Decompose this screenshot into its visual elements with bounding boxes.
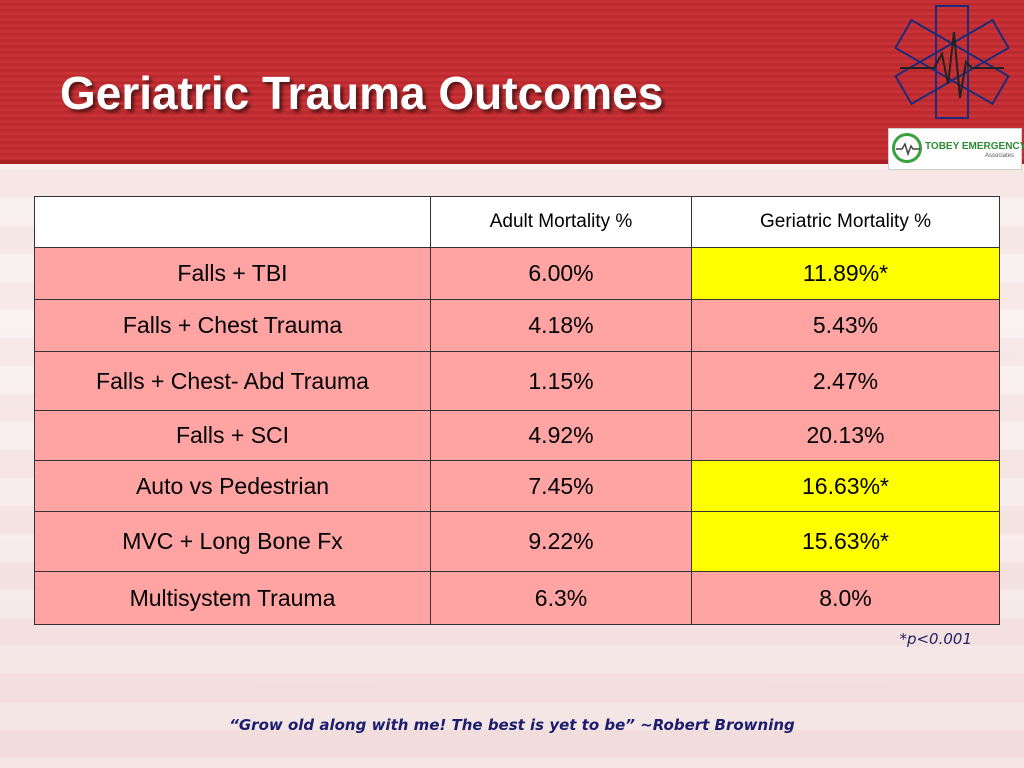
star-of-life-flag-icon — [894, 5, 1010, 119]
table-row: Falls + SCI 4.92% 20.13% — [34, 410, 1000, 461]
geriatric-mortality-cell: 15.63%* — [691, 511, 1000, 572]
adult-mortality-cell: 1.15% — [430, 351, 692, 411]
geriatric-mortality-cell: 8.0% — [691, 571, 1000, 625]
geriatric-mortality-cell: 20.13% — [691, 410, 1000, 461]
row-label: Auto vs Pedestrian — [34, 460, 431, 512]
table-row: Multisystem Trauma 6.3% 8.0% — [34, 571, 1000, 625]
adult-mortality-cell: 9.22% — [430, 511, 692, 572]
table-row: Falls + Chest Trauma 4.18% 5.43% — [34, 299, 1000, 352]
row-label: Falls + Chest Trauma — [34, 299, 431, 352]
table-row: Falls + Chest- Abd Trauma 1.15% 2.47% — [34, 351, 1000, 411]
adult-mortality-cell: 4.92% — [430, 410, 692, 461]
geriatric-mortality-cell: 2.47% — [691, 351, 1000, 411]
adult-mortality-cell: 7.45% — [430, 460, 692, 512]
table-row: Falls + TBI 6.00% 11.89%* — [34, 247, 1000, 300]
table-row: MVC + Long Bone Fx 9.22% 15.63%* — [34, 511, 1000, 572]
logo-text: TOBEY EMERGENCY — [925, 141, 1024, 152]
row-label: Multisystem Trauma — [34, 571, 431, 625]
row-label: Falls + SCI — [34, 410, 431, 461]
slide-title: Geriatric Trauma Outcomes — [60, 67, 664, 119]
browning-quote: “Grow old along with me! The best is yet… — [229, 716, 795, 734]
header-blank-cell — [34, 196, 431, 248]
geriatric-mortality-cell: 5.43% — [691, 299, 1000, 352]
row-label: MVC + Long Bone Fx — [34, 511, 431, 572]
mortality-table: Adult Mortality % Geriatric Mortality % … — [34, 196, 1000, 625]
adult-mortality-cell: 4.18% — [430, 299, 692, 352]
significance-footnote: *p<0.001 — [899, 630, 972, 648]
row-label: Falls + TBI — [34, 247, 431, 300]
logo-subtext: Associates — [985, 153, 1015, 159]
geriatric-mortality-cell: 11.89%* — [691, 247, 1000, 300]
header-adult-mortality: Adult Mortality % — [430, 196, 692, 248]
adult-mortality-cell: 6.3% — [430, 571, 692, 625]
header-geriatric-mortality: Geriatric Mortality % — [691, 196, 1000, 248]
table-row: Auto vs Pedestrian 7.45% 16.63%* — [34, 460, 1000, 512]
row-label: Falls + Chest- Abd Trauma — [34, 351, 431, 411]
table-header-row: Adult Mortality % Geriatric Mortality % — [34, 196, 1000, 248]
title-banner — [0, 0, 1024, 164]
tobey-emergency-logo-icon: TOBEY EMERGENCY Associates — [888, 128, 1024, 170]
adult-mortality-cell: 6.00% — [430, 247, 692, 300]
geriatric-mortality-cell: 16.63%* — [691, 460, 1000, 512]
